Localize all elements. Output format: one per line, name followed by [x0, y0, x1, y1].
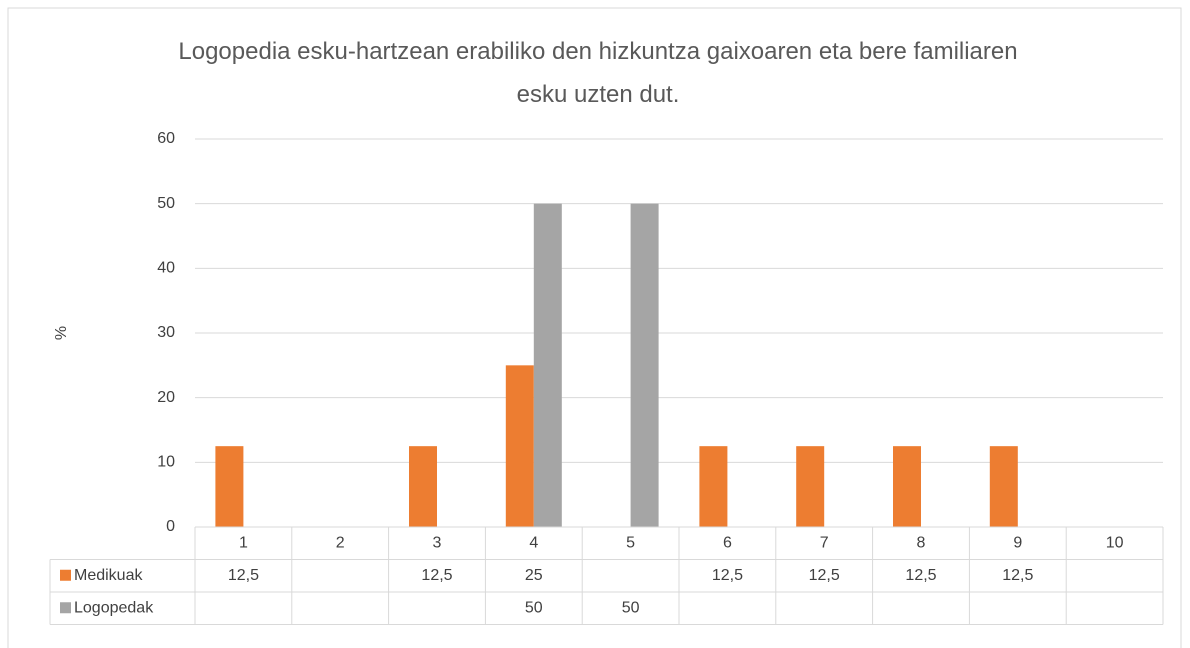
- legend-label: Logopedak: [74, 599, 154, 616]
- x-tick-label: 2: [336, 534, 345, 551]
- bar: [505, 365, 534, 527]
- x-tick-label: 8: [917, 534, 926, 551]
- chart-border: [7, 7, 1182, 648]
- table-value: 50: [525, 599, 543, 616]
- legend-key: [60, 602, 71, 614]
- bar: [893, 446, 921, 527]
- y-tick-label: 30: [157, 324, 175, 341]
- legend-label: Medikuak: [74, 567, 143, 584]
- table-value: 12,5: [228, 567, 259, 584]
- chart-title: Logopedia esku-hartzean erabiliko den hi…: [178, 38, 1018, 108]
- bar: [215, 446, 244, 527]
- bar: [989, 446, 1018, 527]
- bar: [796, 446, 825, 527]
- x-tick-label: 1: [239, 534, 248, 551]
- x-tick-label: 3: [433, 534, 442, 551]
- y-tick-label: 20: [157, 389, 175, 406]
- bar: [630, 203, 659, 527]
- y-tick-label: 0: [166, 518, 175, 535]
- y-axis-label: %: [53, 326, 70, 340]
- table-value: 50: [622, 599, 640, 616]
- x-tick-label: 7: [820, 534, 829, 551]
- table-value: 12,5: [421, 567, 452, 584]
- table-value: 12,5: [905, 567, 936, 584]
- x-tick-label: 9: [1013, 534, 1022, 551]
- y-tick-label: 50: [157, 195, 175, 212]
- table-value: 12,5: [712, 567, 743, 584]
- x-tick-label: 4: [529, 534, 538, 551]
- table-value: 12,5: [809, 567, 840, 584]
- y-tick-label: 60: [157, 130, 175, 147]
- legend-key: [60, 569, 71, 581]
- y-tick-label: 40: [157, 260, 175, 277]
- y-tick-label: 10: [157, 454, 175, 471]
- x-tick-label: 10: [1106, 534, 1124, 551]
- table-value: 12,5: [1002, 567, 1033, 584]
- x-tick-label: 6: [723, 534, 732, 551]
- bar: [533, 203, 562, 527]
- table-value: 25: [525, 567, 543, 584]
- x-tick-label: 5: [626, 534, 635, 551]
- bar: [699, 446, 728, 527]
- bar: [409, 446, 437, 527]
